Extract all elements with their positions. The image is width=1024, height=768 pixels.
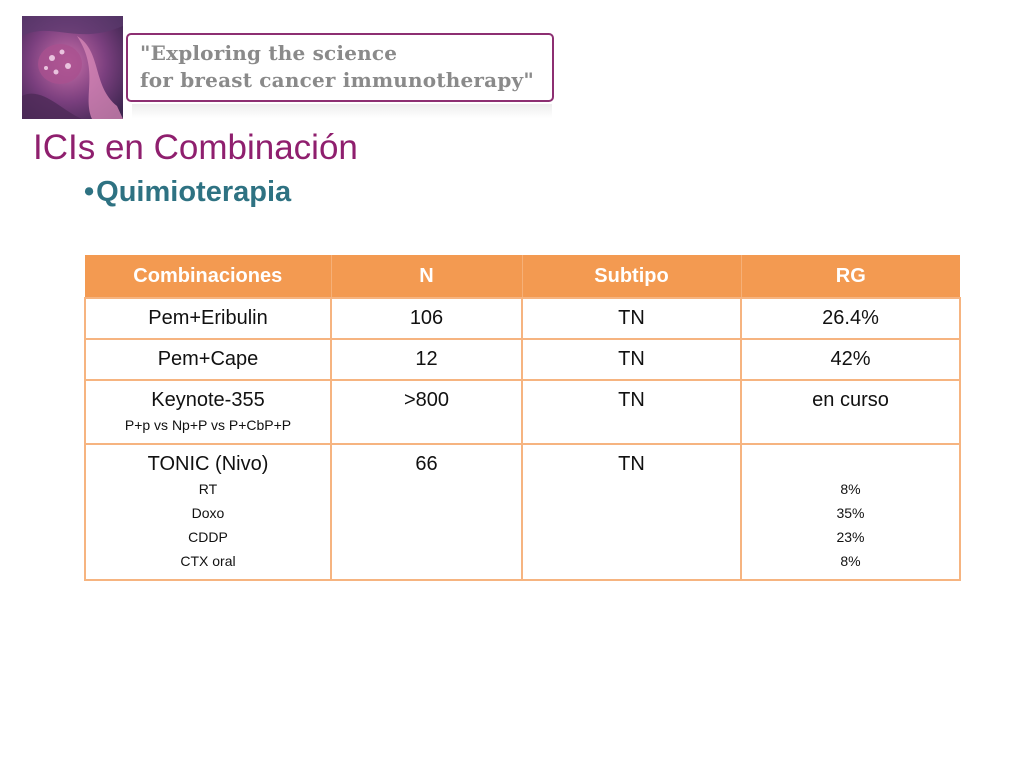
table-row: Pem+Eribulin 106 TN 26.4% bbox=[84, 297, 961, 340]
cell-combinacion: Keynote-355 P+p vs Np+P vs P+CbP+P bbox=[84, 379, 332, 445]
header-banner: "Exploring the science for breast cancer… bbox=[126, 33, 554, 102]
cell-combinacion: Pem+Eribulin bbox=[84, 297, 332, 340]
combinacion-name: Keynote-355 bbox=[151, 389, 265, 411]
slide-title: ICIs en Combinación bbox=[33, 128, 358, 167]
logo-image bbox=[22, 16, 123, 119]
cell-n: 106 bbox=[330, 297, 523, 340]
combinations-table: Combinaciones N Subtipo RG Pem+Eribulin … bbox=[84, 255, 961, 581]
cell-rg: 42% bbox=[740, 338, 961, 381]
cell-subtipo: TN bbox=[521, 379, 742, 445]
table-header-row: Combinaciones N Subtipo RG bbox=[85, 255, 960, 298]
cell-combinacion: Pem+Cape bbox=[84, 338, 332, 381]
combinacion-detail: P+p vs Np+P vs P+CbP+P bbox=[124, 417, 292, 433]
cell-subtipo: TN bbox=[521, 297, 742, 340]
rg-value: 8% bbox=[840, 481, 861, 497]
column-header-subtipo: Subtipo bbox=[521, 255, 741, 298]
cell-subtipo: TN bbox=[521, 338, 742, 381]
cell-combinacion: TONIC (Nivo) RT Doxo CDDP CTX oral bbox=[84, 443, 332, 581]
rg-value: 23% bbox=[836, 529, 865, 545]
arm-label: CTX oral bbox=[180, 553, 236, 569]
table-row: Pem+Cape 12 TN 42% bbox=[84, 338, 961, 381]
cell-n: 12 bbox=[330, 338, 523, 381]
table-row: Keynote-355 P+p vs Np+P vs P+CbP+P >800 … bbox=[84, 379, 961, 445]
column-header-n: N bbox=[330, 255, 522, 298]
rg-value: 35% bbox=[836, 505, 865, 521]
column-header-rg: RG bbox=[740, 255, 960, 298]
banner-line-1: "Exploring the science bbox=[140, 41, 398, 65]
arm-label: RT bbox=[198, 481, 218, 497]
cell-rg: en curso bbox=[740, 379, 961, 445]
bullet-point: • bbox=[84, 176, 95, 208]
banner-reflection bbox=[132, 104, 552, 118]
column-header-combinaciones: Combinaciones bbox=[85, 255, 331, 298]
table-row: TONIC (Nivo) RT Doxo CDDP CTX oral 66 TN… bbox=[84, 443, 961, 581]
cell-rg: 8% 35% 23% 8% bbox=[740, 443, 961, 581]
arm-label: Doxo bbox=[191, 505, 225, 521]
subtitle-text: Quimioterapia bbox=[96, 176, 292, 208]
cell-subtipo: TN bbox=[521, 443, 742, 581]
combinacion-name: TONIC (Nivo) bbox=[147, 453, 269, 475]
rg-value: 8% bbox=[840, 553, 861, 569]
cell-n: >800 bbox=[330, 379, 523, 445]
subtitle: •Quimioterapia bbox=[84, 176, 291, 209]
cell-n: 66 bbox=[330, 443, 523, 581]
cell-rg: 26.4% bbox=[740, 297, 961, 340]
banner-line-2: for breast cancer immunotherapy" bbox=[140, 68, 534, 92]
arm-label: CDDP bbox=[188, 529, 228, 545]
rg-values: 8% 35% 23% 8% bbox=[746, 451, 955, 573]
